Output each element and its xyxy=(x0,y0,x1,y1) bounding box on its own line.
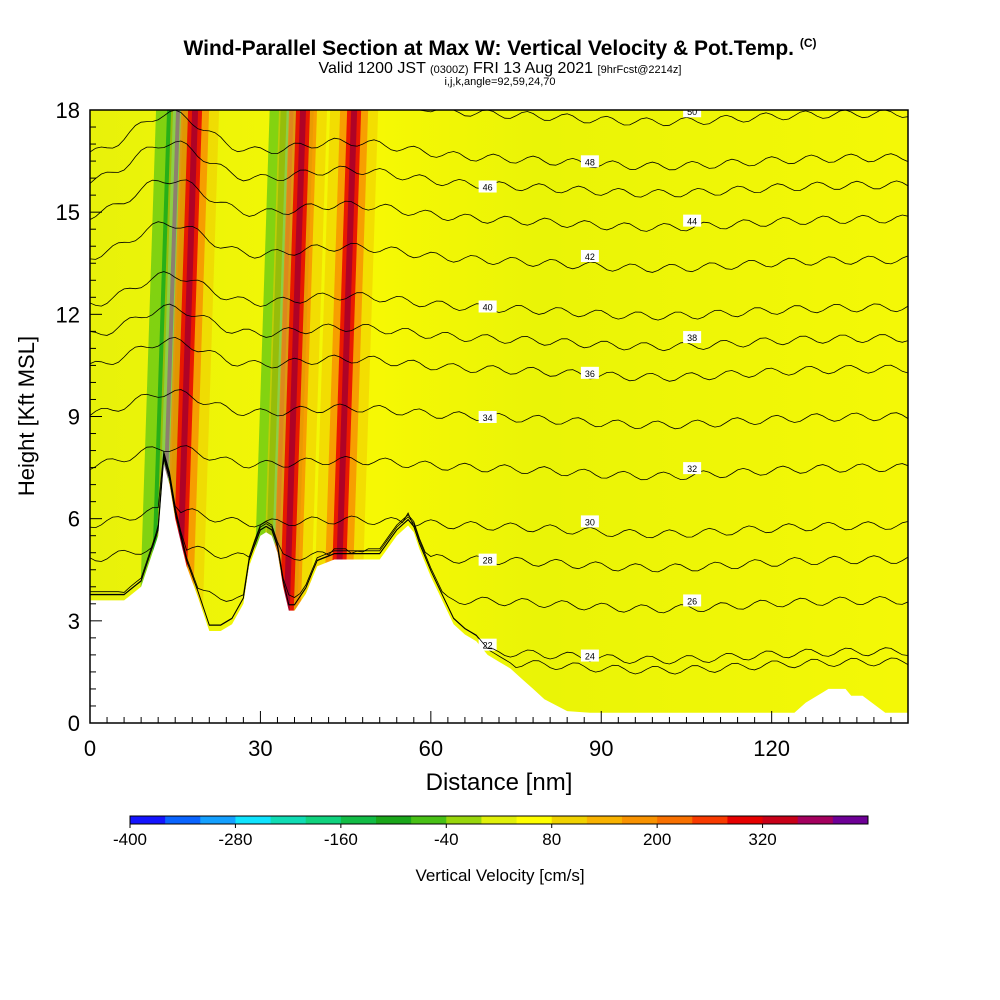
contour-label-bg xyxy=(683,110,702,118)
theta-contour xyxy=(90,445,908,481)
chart-params: i,j,k,angle=92,59,24,70 xyxy=(444,76,556,88)
contour-label-bg xyxy=(580,649,599,662)
contour-label-bg xyxy=(683,331,702,344)
contour-label-bg xyxy=(478,300,497,313)
colorbar: -400 -280 -160 -40 80 200 320 xyxy=(113,815,869,849)
theta-contour xyxy=(90,455,908,614)
y-tick-label: 0 xyxy=(68,711,80,736)
x-axis-label: Distance [nm] xyxy=(426,769,573,796)
contour-label: 26 xyxy=(687,596,697,606)
contour-label: 40 xyxy=(483,302,493,312)
theta-contour xyxy=(90,303,908,352)
colorbar-tick-label: -280 xyxy=(218,830,252,849)
updraft-band-3 xyxy=(280,110,307,723)
colorbar-swatch xyxy=(727,816,764,824)
colorbar-swatch xyxy=(586,816,623,824)
colorbar-swatch xyxy=(692,816,728,824)
theta-contour xyxy=(90,271,908,321)
theta-contour xyxy=(90,457,908,665)
x-tick-label: 60 xyxy=(419,736,443,761)
contour-label: 22 xyxy=(483,641,493,651)
theta-contour xyxy=(90,389,908,430)
y-tick-label: 18 xyxy=(56,98,80,123)
contour-label: 36 xyxy=(585,369,595,379)
colorbar-tick-label: 200 xyxy=(643,830,671,849)
contour-label: 38 xyxy=(687,333,697,343)
contour-label-bg xyxy=(478,638,497,651)
theta-contours: 22 24 26 28 30 32 34 36 38 40 42 44 46 48 50 xyxy=(90,107,908,675)
theta-contour xyxy=(90,221,908,273)
chart-title: Wind-Parallel Section at Max W: Vertical… xyxy=(183,36,817,60)
contour-label: 42 xyxy=(585,252,595,262)
theta-contour xyxy=(90,140,908,198)
colorbar-swatch xyxy=(200,816,236,824)
contour-label: 46 xyxy=(483,183,493,193)
colorbar-swatch xyxy=(657,816,693,824)
colorbar-swatch xyxy=(165,816,201,824)
contour-label: 24 xyxy=(585,652,595,662)
colorbar-swatch xyxy=(270,816,307,824)
contour-label: 44 xyxy=(687,217,697,227)
contour-label-bg xyxy=(683,462,702,475)
colorbar-swatch xyxy=(551,816,588,824)
contour-label: 30 xyxy=(585,517,595,527)
y-tick-label: 3 xyxy=(68,609,80,634)
colorbar-swatch xyxy=(305,816,342,824)
contour-label-bg xyxy=(580,515,599,528)
colorbar-swatch xyxy=(446,816,482,824)
colorbar-swatch xyxy=(235,816,272,824)
x-tick-label: 0 xyxy=(84,736,96,761)
colorbar-swatch xyxy=(340,816,377,824)
colorbar-swatch xyxy=(411,816,447,824)
contour-label-bg xyxy=(683,214,702,227)
x-tick-label: 120 xyxy=(753,736,790,761)
colorbar-swatch xyxy=(762,816,799,824)
theta-contour xyxy=(90,451,908,539)
contour-label-bg xyxy=(478,180,497,193)
chart-subtitle: Valid 1200 JST (0300Z) FRI 13 Aug 2021 [… xyxy=(318,60,682,77)
colorbar-label: Vertical Velocity [cm/s] xyxy=(415,866,584,885)
colorbar-tick-label: 80 xyxy=(542,830,561,849)
theta-contour xyxy=(90,110,908,127)
colorbar-tick-label: -400 xyxy=(113,830,147,849)
y-tick-label: 9 xyxy=(68,405,80,430)
theta-contour xyxy=(90,179,908,232)
contour-label: 50 xyxy=(687,107,697,117)
colorbar-frame xyxy=(129,815,869,825)
x-tick-label: 30 xyxy=(248,736,272,761)
y-tick-label: 12 xyxy=(56,302,80,327)
colorbar-swatch xyxy=(516,816,553,824)
y-tick-label: 15 xyxy=(56,200,80,225)
theta-contour xyxy=(90,110,908,171)
contour-label-bg xyxy=(580,155,599,168)
theta-contour xyxy=(90,336,908,382)
terrain xyxy=(90,464,908,723)
theta-contour xyxy=(90,458,908,675)
colorbar-swatch xyxy=(130,816,166,824)
contour-label-bg xyxy=(478,553,497,566)
x-tick-label: 90 xyxy=(589,736,613,761)
colorbar-swatch xyxy=(376,816,412,824)
colorbar-tick-label: 320 xyxy=(748,830,776,849)
contour-label: 48 xyxy=(585,157,595,167)
contour-label: 28 xyxy=(483,556,493,566)
colorbar-tick-label: -40 xyxy=(434,830,459,849)
colorbar-swatch xyxy=(622,816,658,824)
colorbar-swatch xyxy=(797,816,834,824)
theta-contour xyxy=(90,453,908,573)
colorbar-swatch xyxy=(481,816,518,824)
contour-label: 34 xyxy=(483,413,493,423)
contour-label-bg xyxy=(683,594,702,607)
colorbar-tick-label: -160 xyxy=(324,830,358,849)
contour-label-bg xyxy=(580,366,599,379)
y-tick-label: 6 xyxy=(68,507,80,532)
colorbar-swatch xyxy=(832,816,869,824)
contour-label: 32 xyxy=(687,464,697,474)
y-axis-label: Height [Kft MSL] xyxy=(14,336,39,496)
contour-label-bg xyxy=(580,249,599,262)
contour-label-bg xyxy=(478,410,497,423)
